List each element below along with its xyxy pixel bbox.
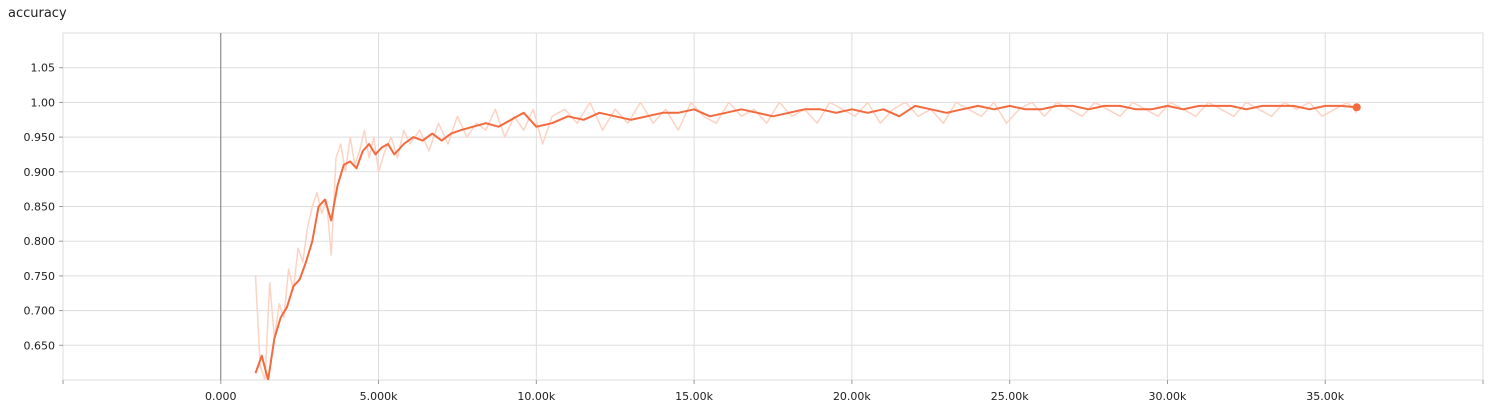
axes — [59, 67, 1484, 384]
tick-labels: 0.650 0.700 0.750 0.800 0.850 0.900 0.950 1.00 1… — [24, 62, 1345, 403]
x-tick-label: 15.00k — [675, 390, 713, 403]
x-tick-label: 5.000k — [360, 390, 398, 403]
y-tick-label: 0.950 — [24, 131, 56, 144]
x-tick-label: 0.000 — [205, 390, 237, 403]
marker-layer — [1352, 103, 1361, 112]
y-tick-label: 0.800 — [24, 235, 56, 248]
y-tick-label: 1.00 — [31, 96, 56, 109]
x-tick-label: 30.00k — [1149, 390, 1187, 403]
x-tick-label: 10.00k — [517, 390, 555, 403]
y-tick-label: 1.05 — [31, 62, 56, 75]
smoothed-series-line[interactable] — [254, 104, 1357, 380]
series-end-marker[interactable] — [1352, 103, 1361, 112]
grid-lines — [62, 32, 1484, 381]
y-tick-label: 0.900 — [24, 166, 56, 179]
x-tick-label: 20.00k — [833, 390, 871, 403]
y-tick-label: 0.650 — [24, 339, 56, 352]
y-tick-label: 0.700 — [24, 305, 56, 318]
x-tick-label: 35.00k — [1306, 390, 1344, 403]
chart-title: accuracy — [8, 6, 67, 21]
y-tick-label: 0.850 — [24, 201, 56, 214]
series-layer — [254, 101, 1358, 380]
x-tick-label: 25.00k — [991, 390, 1029, 403]
y-tick-label: 0.750 — [24, 270, 56, 283]
